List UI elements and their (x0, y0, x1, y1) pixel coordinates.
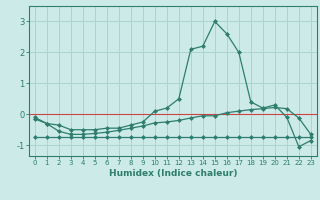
X-axis label: Humidex (Indice chaleur): Humidex (Indice chaleur) (108, 169, 237, 178)
